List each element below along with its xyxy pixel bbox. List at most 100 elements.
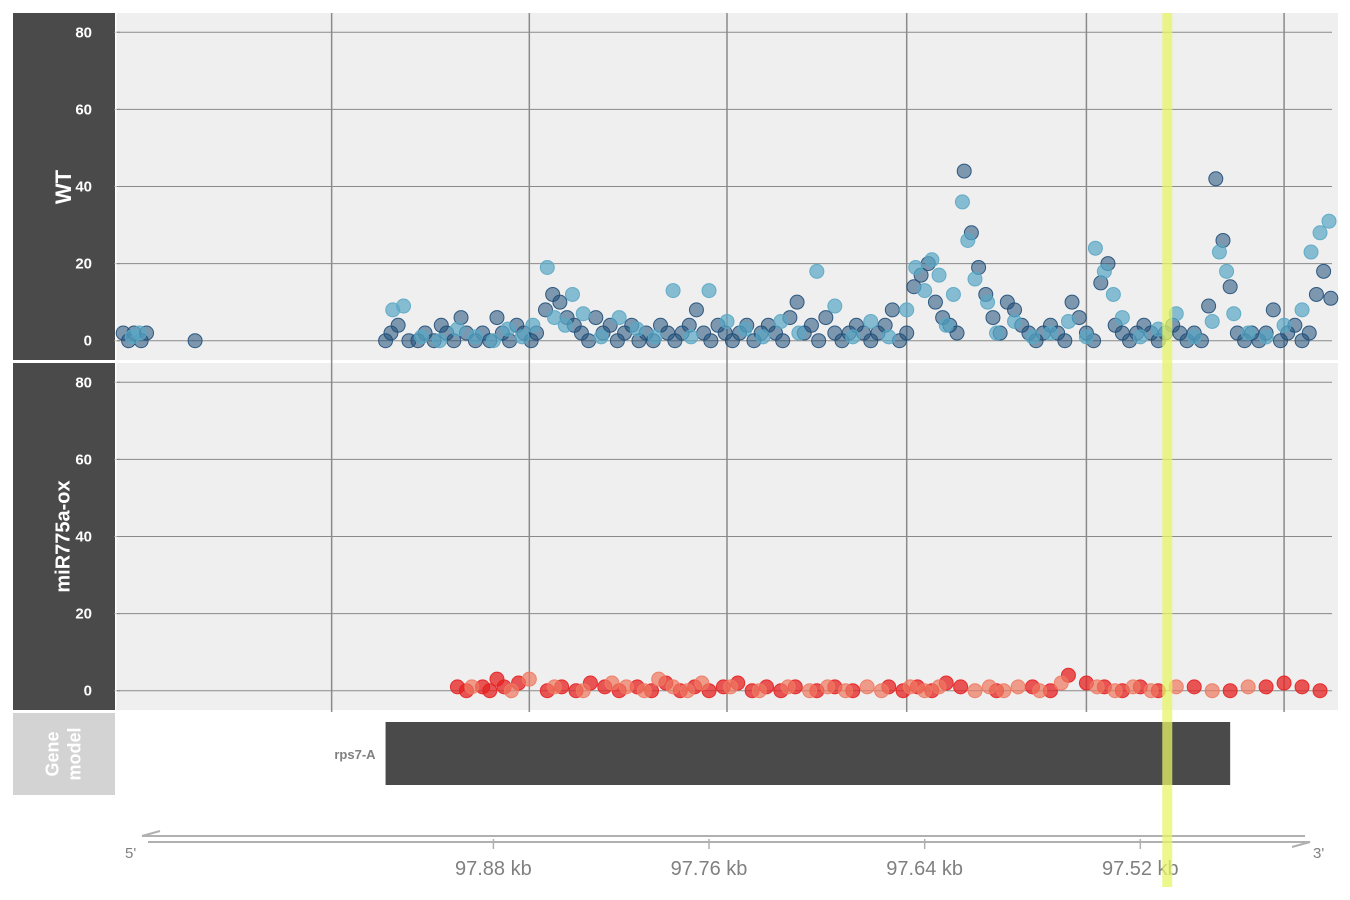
- data-point-wt: [546, 310, 562, 326]
- data-point-wt: [1057, 333, 1073, 349]
- data-point-mir775a-ox: [1032, 683, 1048, 699]
- data-point-wt: [938, 317, 954, 333]
- data-point-wt: [683, 329, 699, 345]
- data-point-mir775a-ox: [902, 679, 918, 695]
- data-point-mir775a-ox: [521, 671, 537, 687]
- data-point-mir775a-ox: [503, 683, 519, 699]
- data-point-wt: [629, 321, 645, 337]
- data-point-wt: [775, 333, 791, 349]
- three-prime-label: 3': [1313, 845, 1324, 862]
- data-point-mir775a-ox: [802, 683, 818, 699]
- data-point-wt: [414, 329, 429, 345]
- data-point-mir775a-ox: [953, 679, 969, 695]
- data-point-wt: [525, 317, 541, 333]
- data-point-wt: [1204, 313, 1220, 329]
- data-point-wt: [131, 325, 147, 341]
- data-point-wt: [949, 325, 965, 341]
- data-point-mir775a-ox: [1312, 683, 1328, 699]
- data-point-mir775a-ox: [482, 683, 498, 699]
- data-point-mir775a-ox: [1240, 679, 1256, 695]
- data-point-mir775a-ox: [1294, 679, 1310, 695]
- data-point-wt: [818, 310, 834, 326]
- data-point-wt: [719, 313, 735, 329]
- x-tick-label: 97.64 kb: [886, 858, 963, 880]
- data-point-mir775a-ox: [996, 683, 1012, 699]
- data-point-wt: [588, 310, 604, 326]
- data-point-wt: [917, 283, 933, 299]
- data-point-wt: [1312, 225, 1328, 241]
- data-point-wt: [967, 271, 983, 287]
- data-point-mir775a-ox: [636, 683, 652, 699]
- data-point-wt: [1208, 171, 1224, 187]
- data-point-mir775a-ox: [618, 679, 634, 695]
- data-point-mir775a-ox: [1107, 683, 1123, 699]
- data-point-wt: [1105, 286, 1121, 302]
- y-tick-label: 80: [75, 24, 92, 41]
- data-point-mir775a-ox: [1258, 679, 1274, 695]
- data-point-wt: [701, 283, 717, 299]
- x-tick-label: 97.88 kb: [455, 858, 532, 880]
- data-point-mir775a-ox: [1125, 679, 1141, 695]
- data-point-wt: [884, 302, 900, 318]
- data-point-wt: [1258, 329, 1274, 345]
- data-point-wt: [575, 306, 591, 322]
- data-point-wt: [1276, 317, 1292, 333]
- data-point-wt: [1308, 286, 1324, 302]
- data-point-wt: [647, 329, 663, 345]
- y-tick-label: 20: [75, 606, 92, 623]
- data-point-mir775a-ox: [859, 679, 875, 695]
- data-point-wt: [899, 302, 915, 318]
- data-point-wt: [954, 194, 970, 210]
- data-point-wt: [1114, 310, 1130, 326]
- data-point-mir775a-ox: [651, 671, 667, 687]
- data-point-wt: [581, 333, 597, 349]
- data-point-wt: [1222, 279, 1238, 295]
- highlight-band: [1162, 13, 1173, 887]
- gene-model-bar: [385, 722, 1231, 785]
- data-point-wt: [924, 252, 940, 268]
- data-point-wt: [593, 329, 609, 345]
- data-point-wt: [552, 294, 568, 310]
- data-point-wt: [985, 310, 1001, 326]
- data-point-mir775a-ox: [1143, 683, 1159, 699]
- data-point-wt: [489, 310, 505, 326]
- data-point-mir775a-ox: [820, 679, 836, 695]
- data-point-wt: [803, 317, 819, 333]
- gene-name-label: rps7-A: [334, 747, 376, 762]
- data-point-wt: [449, 321, 465, 337]
- data-point-wt: [789, 294, 805, 310]
- y-tick-label: 80: [75, 374, 92, 391]
- data-point-wt: [1303, 244, 1319, 260]
- data-point-wt: [737, 321, 753, 337]
- data-point-wt: [908, 259, 924, 275]
- data-point-mir775a-ox: [1276, 675, 1292, 691]
- data-point-wt: [811, 333, 827, 349]
- y-tick-label: 40: [75, 179, 92, 196]
- data-point-wt: [945, 286, 961, 302]
- y-tick-label: 0: [84, 683, 92, 700]
- y-tick-label: 20: [75, 256, 92, 273]
- data-point-wt: [396, 298, 412, 314]
- data-point-wt: [1226, 306, 1242, 322]
- data-point-wt: [1301, 325, 1317, 341]
- data-point-wt: [1096, 263, 1112, 279]
- data-point-wt: [845, 329, 861, 345]
- data-point-wt: [514, 329, 530, 345]
- data-point-wt: [1240, 325, 1256, 341]
- track-title-gene-model: Gene model: [13, 713, 115, 795]
- y-tick-label: 0: [84, 333, 92, 350]
- data-point-mir775a-ox: [967, 683, 983, 699]
- data-point-wt: [1201, 298, 1217, 314]
- axis-arrow-right-icon: [1291, 841, 1311, 848]
- axis-arrow-left-icon: [141, 830, 161, 837]
- data-point-mir775a-ox: [546, 679, 562, 695]
- data-point-wt: [773, 313, 789, 329]
- data-point-wt: [500, 321, 516, 337]
- data-point-mir775a-ox: [1204, 683, 1220, 699]
- data-point-wt: [881, 329, 897, 345]
- data-point-wt: [1007, 313, 1023, 329]
- data-point-wt: [1060, 313, 1076, 329]
- data-point-wt: [187, 333, 203, 349]
